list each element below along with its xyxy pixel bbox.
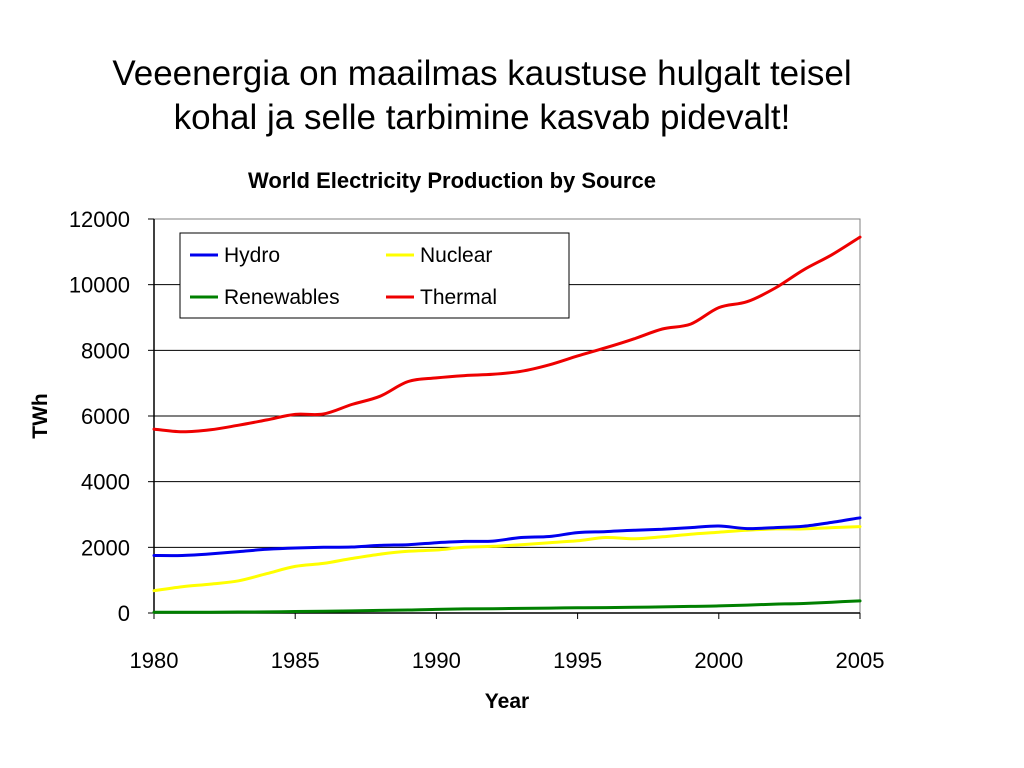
series-line-hydro [152, 516, 862, 558]
y-tick-label: 8000 [81, 338, 130, 363]
y-tick-label: 4000 [81, 470, 130, 495]
x-axis-label: Year [485, 690, 529, 713]
series-line-renewables [152, 599, 862, 614]
axes: 0 2000 4000 6000 8000 10000 12000 1980 1985 1990 1… [69, 207, 885, 673]
series-line-nuclear [152, 525, 862, 593]
legend-box [179, 232, 570, 319]
slide-title: Veeenergia on maailmas kaustuse hulgalt … [0, 52, 964, 140]
x-tick-label: 1990 [412, 648, 461, 673]
x-tick-label: 2005 [836, 648, 885, 673]
y-axis-label: TWh [29, 393, 52, 438]
legend-label-renewables: Renewables [224, 286, 340, 309]
slide-title-line-1: Veeenergia on maailmas kaustuse hulgalt … [112, 54, 852, 93]
y-tick-label: 10000 [69, 273, 130, 298]
x-tick-label: 1995 [553, 648, 602, 673]
x-tick-label: 2000 [694, 648, 743, 673]
x-tick-label: 1980 [130, 648, 179, 673]
y-tick-label: 2000 [81, 535, 130, 560]
y-tick-label: 6000 [81, 404, 130, 429]
slide-title-line-2: kohal ja selle tarbimine kasvab pidevalt… [173, 98, 791, 137]
series-lines [152, 235, 862, 614]
legend-label-hydro: Hydro [224, 244, 280, 267]
x-tick-label: 1985 [271, 648, 320, 673]
legend-label-thermal: Thermal [420, 286, 497, 309]
legend-label-nuclear: Nuclear [420, 244, 492, 267]
y-tick-label: 12000 [69, 207, 130, 232]
legend: Hydro Nuclear Renewables Thermal [179, 232, 570, 319]
series-line-thermal [152, 235, 862, 434]
chart-title: World Electricity Production by Source [248, 168, 656, 193]
y-tick-label: 0 [118, 601, 130, 626]
